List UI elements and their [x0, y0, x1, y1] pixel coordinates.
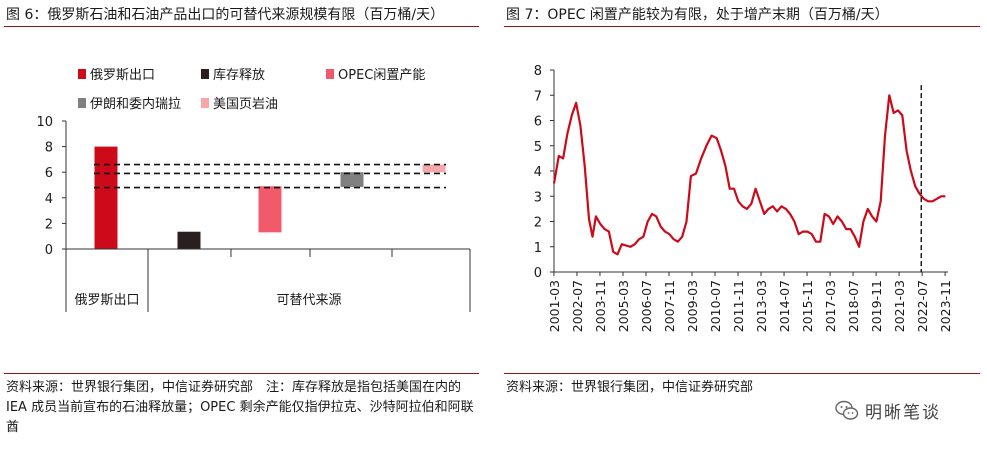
opec-spare-capacity-line-chart: 0 1 2 3 4 5 6 7 8 2001-03 2002-07 2003-11 2005-03 200… — [534, 64, 953, 332]
wechat-icon — [835, 400, 859, 420]
figure-7-title: 图 7：OPEC 闲置产能较为有限，处于增产末期（百万桶/天） — [506, 7, 889, 23]
legend-label: 伊朗和委内瑞拉 — [90, 96, 181, 112]
legend-swatch — [201, 98, 209, 108]
legend-swatch — [78, 98, 86, 108]
figure-6-source-note: 资料来源：世界银行集团，中信证券研究部 注：库存释放是指包括美国在内的 IEA … — [6, 380, 474, 435]
bar-伊朗和委内瑞拉 — [340, 172, 364, 187]
x-group-label: 可替代来源 — [276, 293, 341, 308]
y-tick-label: 6 — [534, 115, 542, 130]
x-tick-label: 2010-07 — [708, 280, 723, 332]
bar-美国页岩油 — [422, 164, 446, 173]
x-tick-label: 2021-03 — [892, 280, 907, 332]
y-tick-label: 0 — [534, 266, 542, 281]
legend-label: 库存释放 — [213, 67, 265, 83]
x-tick-label: 2001-03 — [547, 280, 562, 332]
legend-label: 美国页岩油 — [213, 97, 278, 112]
bar-俄罗斯出口 — [94, 146, 118, 249]
y-tick-label: 7 — [534, 89, 542, 104]
x-tick-label: 2002-07 — [570, 280, 585, 332]
legend-swatch — [326, 69, 334, 79]
y-tick-label: 5 — [534, 140, 542, 155]
x-tick-label: 2009-03 — [685, 280, 700, 332]
x-tick-label: 2011-11 — [731, 280, 746, 332]
figure-6-title-rule — [4, 26, 479, 27]
legend-label: 俄罗斯出口 — [90, 68, 155, 83]
figure-6-title: 图 6：俄罗斯石油和石油产品出口的可替代来源规模有限（百万桶/天） — [6, 7, 445, 23]
figure-6-source-rule — [4, 373, 479, 374]
y-tick-label: 4 — [534, 165, 542, 180]
y-tick-label: 1 — [534, 241, 542, 256]
y-tick-label: 6 — [45, 166, 53, 181]
legend-label: OPEC闲置产能 — [338, 68, 425, 83]
watermark-text: 明晰笔谈 — [865, 403, 941, 423]
x-tick-label: 2017-03 — [823, 280, 838, 332]
legend-swatch — [78, 69, 86, 79]
x-tick-label: 2014-07 — [777, 280, 792, 332]
y-tick-label: 2 — [45, 217, 53, 232]
x-tick-label: 2015-11 — [800, 280, 815, 332]
figure-7-source-rule — [504, 373, 980, 374]
y-tick-label: 8 — [45, 141, 53, 156]
legend-swatch — [201, 69, 209, 79]
x-tick-label: 2013-03 — [754, 280, 769, 332]
bar-OPEC闲置产能 — [258, 186, 282, 233]
y-tick-label: 4 — [45, 192, 53, 207]
watermark: 明晰笔谈 — [835, 398, 941, 423]
figure-7-source-note: 资料来源：世界银行集团，中信证券研究部 — [506, 380, 754, 395]
figure-7-title-rule — [504, 26, 980, 27]
x-tick-label: 2023-11 — [938, 280, 953, 332]
x-tick-label: 2005-03 — [616, 280, 631, 332]
y-tick-label: 3 — [534, 190, 542, 205]
y-tick-label: 8 — [534, 64, 542, 79]
x-tick-label: 2006-07 — [639, 280, 654, 332]
series-line — [552, 94, 946, 256]
y-tick-label: 10 — [36, 115, 53, 130]
x-tick-label: 2019-11 — [869, 280, 884, 332]
x-tick-label: 2018-07 — [846, 280, 861, 332]
y-tick-label: 0 — [45, 243, 53, 258]
bar-库存释放 — [177, 231, 201, 249]
x-group-label: 俄罗斯出口 — [74, 293, 139, 308]
y-tick-label: 2 — [534, 216, 542, 231]
x-tick-label: 2022-07 — [915, 280, 930, 332]
x-tick-label: 2007-11 — [662, 280, 677, 332]
x-tick-label: 2003-11 — [593, 280, 608, 332]
